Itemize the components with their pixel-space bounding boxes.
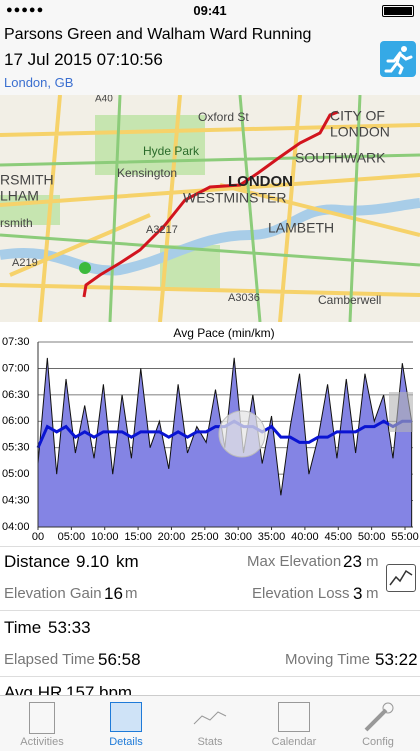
- tab-icon: [84, 702, 168, 732]
- status-bar: ●●●●● 09:41: [0, 0, 420, 20]
- x-tick-label: 40:00: [291, 531, 319, 543]
- roads-minor: [0, 95, 420, 322]
- tab-bar: Activities Details Stats Calendar Config: [0, 695, 420, 751]
- tab-icon: [168, 708, 252, 728]
- x-tick-label: 15:00: [124, 531, 152, 543]
- y-tick-label: 06:00: [2, 415, 30, 427]
- elevation-icon: [389, 569, 413, 586]
- pace-chart[interactable]: Avg Pace (min/km) 04:00 04:30 05:00 05:30 06…: [0, 322, 420, 544]
- tab-label[interactable]: Details: [109, 736, 143, 748]
- stat-label: Time: [4, 618, 42, 637]
- x-tick-label: 55:00: [391, 531, 419, 543]
- map-label: SOUTHWARK: [295, 150, 386, 166]
- separator: [0, 610, 420, 611]
- map-label: Camberwell: [318, 293, 381, 307]
- tab-label[interactable]: Stats: [197, 736, 223, 748]
- scrub-handle: [218, 410, 266, 458]
- stat-unit: m: [366, 553, 379, 570]
- y-tick-label: 04:30: [2, 494, 30, 506]
- chart-title: Avg Pace (min/km): [173, 326, 274, 340]
- route: [82, 110, 339, 298]
- stat-label: Moving Time: [285, 651, 371, 668]
- map-label: A3217: [146, 224, 178, 236]
- y-tick-label: 05:00: [2, 468, 30, 480]
- x-tick-label: 25:00: [191, 531, 219, 543]
- map-label: Kensington: [117, 166, 177, 180]
- stat-label: Elapsed Time: [4, 651, 95, 668]
- y-tick-label: 06:30: [2, 389, 30, 401]
- stat-label: Max Elevation: [247, 553, 342, 570]
- y-tick-label: 07:00: [2, 362, 30, 374]
- map-label: A40: [95, 95, 113, 105]
- stat-value: 53:22: [375, 650, 418, 669]
- map-label: LONDON: [228, 173, 293, 190]
- separator: [0, 676, 420, 677]
- stat-value: 16: [104, 584, 123, 603]
- y-tick-label: 07:30: [2, 336, 30, 348]
- y-tick-label: 05:30: [2, 442, 30, 454]
- map-label: rsmith: [0, 216, 33, 230]
- roads: [0, 95, 420, 322]
- park: [95, 115, 205, 175]
- map-label: RSMITH: [0, 172, 54, 188]
- stat-unit: m: [125, 585, 138, 602]
- map-label: A219: [12, 257, 38, 269]
- x-tick-label: 10:00: [91, 531, 119, 543]
- activity-location: London, GB: [4, 75, 74, 90]
- header: Parsons Green and Walham Ward Running 17…: [0, 20, 420, 95]
- stat-value: 23: [343, 552, 362, 571]
- separator: [0, 546, 420, 547]
- stat-label: Elevation Gain: [4, 585, 102, 602]
- tab-icon: [336, 702, 420, 732]
- tab-label[interactable]: Activities: [20, 736, 64, 748]
- elevation-toggle[interactable]: [386, 564, 416, 592]
- map-label: WESTMINSTER: [183, 190, 286, 206]
- x-tick-label: 30:00: [224, 531, 252, 543]
- y-tick-label: 04:00: [2, 521, 30, 533]
- start-pin: [79, 262, 91, 274]
- map-label: CITY OF: [330, 108, 385, 124]
- x-tick-label: 50:00: [358, 531, 386, 543]
- stat-value: 9.10: [76, 552, 110, 571]
- map[interactable]: A40 Oxford St CITY OF LONDON Hyde Park S…: [0, 95, 420, 322]
- tab-icon: [252, 702, 336, 732]
- runner-icon: [384, 46, 413, 75]
- stat-value: 56:58: [98, 650, 141, 669]
- map-label: Oxford St: [198, 110, 249, 124]
- activity-title: Parsons Green and Walham Ward Running: [4, 26, 312, 43]
- x-tick-label: 45:00: [325, 531, 353, 543]
- stat-label: Distance: [4, 552, 71, 571]
- x-tick-label: 35:00: [258, 531, 286, 543]
- signal: ●●●●●: [6, 4, 45, 16]
- map-label: LHAM: [0, 188, 39, 204]
- tab-icon: [0, 702, 84, 734]
- map-label: A3036: [228, 292, 260, 304]
- map-label: LONDON: [330, 124, 390, 140]
- stat-unit: km: [116, 552, 139, 571]
- stat-unit: m: [366, 585, 379, 602]
- x-tick-label: 20:00: [158, 531, 186, 543]
- pace-area: [37, 357, 413, 528]
- stat-label: Elevation Loss: [252, 585, 350, 602]
- x-tick-label: 05:00: [58, 531, 86, 543]
- clock: 09:41: [193, 3, 227, 18]
- map-label: LAMBETH: [268, 220, 334, 236]
- zoom-handle[interactable]: [389, 392, 413, 432]
- x-tick-label: 00: [32, 531, 44, 543]
- tab-label[interactable]: Calendar: [271, 736, 317, 748]
- stat-value: 3: [353, 584, 363, 603]
- map-label: Hyde Park: [143, 144, 200, 158]
- activity-date: 17 Jul 2015 07:10:56: [4, 50, 163, 69]
- activity-type-icon[interactable]: [380, 41, 416, 77]
- stat-value: 53:33: [48, 618, 91, 637]
- tab-label[interactable]: Config: [362, 736, 394, 748]
- battery: [382, 5, 414, 17]
